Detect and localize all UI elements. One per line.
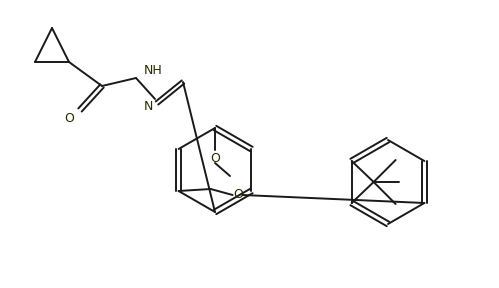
- Text: O: O: [234, 189, 244, 202]
- Text: O: O: [64, 111, 74, 124]
- Text: NH: NH: [144, 63, 163, 77]
- Text: N: N: [143, 101, 153, 113]
- Text: O: O: [210, 151, 220, 164]
